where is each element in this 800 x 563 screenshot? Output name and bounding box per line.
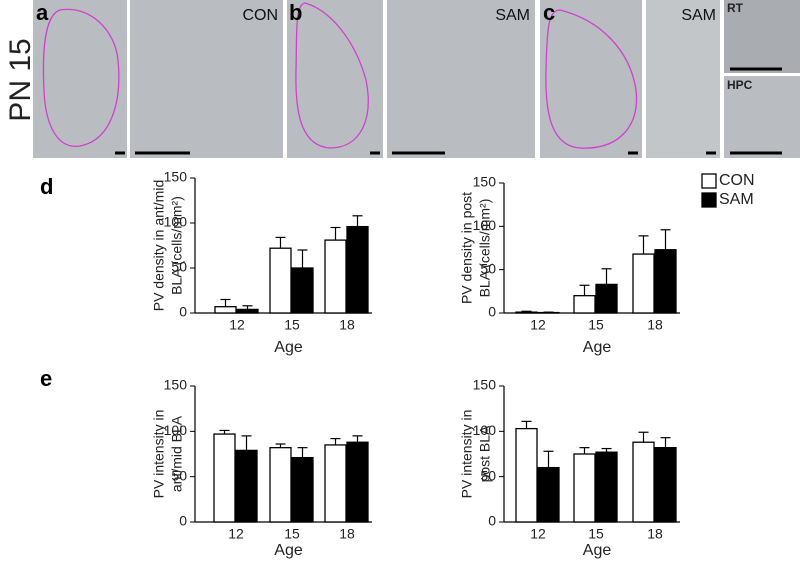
- x-axis-label: Age: [583, 339, 612, 356]
- bar: [346, 225, 369, 314]
- bar: [573, 295, 596, 314]
- y-axis-label: BLA (cells/mm²): [477, 199, 493, 298]
- x-tick-label: 15: [588, 317, 604, 333]
- bar: [235, 449, 258, 523]
- x-axis-label: Age: [274, 339, 303, 356]
- y-tick-label: 100: [473, 422, 497, 438]
- bar: [269, 447, 292, 523]
- micrograph: [287, 0, 383, 158]
- panel-label: CON: [242, 7, 278, 24]
- y-tick-label: 150: [473, 377, 497, 393]
- y-tick-label: 100: [164, 214, 188, 230]
- bla-outline: [42, 8, 120, 147]
- y-tick-label: 50: [480, 260, 496, 276]
- micrograph: [646, 0, 720, 158]
- bar: [213, 433, 236, 523]
- bar: [324, 444, 347, 523]
- x-tick-label: 18: [647, 526, 663, 542]
- x-tick-label: 12: [228, 526, 244, 542]
- y-axis-label: post BLA: [477, 425, 493, 482]
- micrograph: [130, 0, 283, 158]
- y-tick-label: 0: [488, 513, 496, 529]
- x-tick-label: 18: [339, 317, 355, 333]
- y-axis-label: PV density in post: [459, 192, 475, 304]
- x-tick-label: 15: [284, 526, 300, 542]
- x-tick-label: 15: [588, 526, 604, 542]
- y-axis-label: BLA (cells/mm²): [169, 196, 185, 295]
- x-tick-label: 12: [229, 317, 245, 333]
- bar: [632, 253, 655, 314]
- x-axis-label: Age: [274, 542, 303, 559]
- y-tick-label: 150: [164, 169, 188, 185]
- y-tick-label: 150: [164, 377, 188, 393]
- x-tick-label: 12: [530, 317, 546, 333]
- micrograph: [540, 0, 642, 158]
- y-tick-label: 0: [179, 513, 187, 529]
- y-tick-label: 100: [473, 217, 497, 233]
- panel-letter: d: [40, 174, 53, 199]
- panel-letter: b: [289, 0, 302, 25]
- x-tick-label: 18: [339, 526, 355, 542]
- bar: [269, 247, 292, 314]
- bla-outline: [295, 2, 369, 149]
- bar: [537, 466, 560, 523]
- bar: [515, 311, 538, 314]
- legend-label: CON: [719, 172, 755, 189]
- x-axis-label: Age: [583, 542, 612, 559]
- y-tick-label: 50: [480, 467, 496, 483]
- micrograph: [724, 0, 800, 73]
- y-axis-label: PV density in ant/mid: [151, 180, 167, 312]
- x-tick-label: 18: [647, 317, 663, 333]
- micrograph: [387, 0, 535, 158]
- bar: [291, 267, 314, 314]
- bar: [595, 451, 618, 523]
- y-axis-label: PV intensity in: [459, 410, 475, 499]
- inset-label: HPC: [727, 78, 753, 92]
- bar: [654, 249, 677, 314]
- micrograph: [724, 76, 800, 158]
- inset-label: RT: [727, 1, 744, 15]
- bar: [573, 453, 596, 523]
- bar: [632, 441, 655, 523]
- panel-letter: e: [40, 366, 52, 391]
- bar: [595, 283, 618, 314]
- bar: [214, 306, 237, 314]
- y-tick-label: 50: [171, 259, 187, 275]
- y-tick-label: 100: [164, 422, 188, 438]
- y-tick-label: 0: [179, 304, 187, 320]
- y-tick-label: 150: [473, 174, 497, 190]
- micrograph: [33, 0, 127, 158]
- bar: [654, 447, 677, 523]
- x-tick-label: 12: [530, 526, 546, 542]
- legend-swatch: [701, 192, 717, 208]
- bla-outline: [545, 9, 638, 149]
- y-tick-label: 0: [488, 304, 496, 320]
- x-tick-label: 15: [284, 317, 300, 333]
- panel-letter: c: [543, 0, 555, 25]
- bar: [515, 427, 538, 523]
- bar: [346, 441, 369, 523]
- panel-label: SAM: [495, 7, 530, 24]
- legend-swatch: [701, 173, 717, 189]
- y-axis-label: PV intensity in: [151, 410, 167, 499]
- legend-label: SAM: [719, 191, 754, 208]
- y-tick-label: 50: [171, 467, 187, 483]
- panel-label: SAM: [681, 7, 716, 24]
- panel-letter: a: [36, 0, 49, 25]
- bar: [291, 456, 314, 523]
- bar: [236, 308, 259, 314]
- y-axis-label: ant/mid BLA: [169, 415, 185, 492]
- bar: [324, 239, 347, 314]
- row-label: PN 15: [4, 38, 37, 121]
